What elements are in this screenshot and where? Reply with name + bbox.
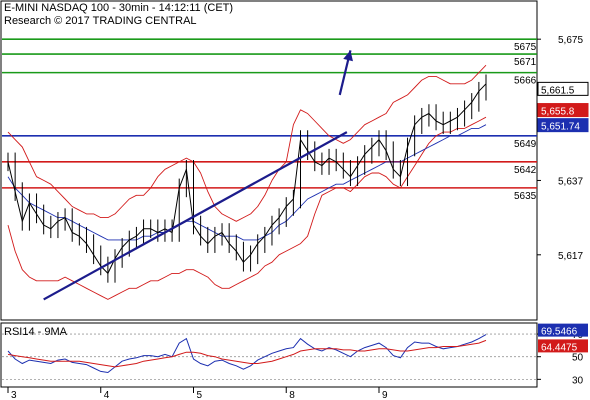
rsi-tick-label: 30	[572, 375, 584, 386]
bollinger-lower-line	[7, 116, 487, 300]
rsi-tick-label: 50	[572, 353, 584, 364]
chart-subtitle: Research © 2017 TRADING CENTRAL	[4, 15, 197, 27]
price-tag-box	[537, 81, 589, 96]
price-tag-label: 5,661.5	[541, 85, 575, 96]
time-tick-label: 4	[104, 390, 110, 400]
rsi-guide-lines	[2, 333, 537, 380]
price-tag-label: 5,655.8	[541, 107, 575, 118]
rsi-title: RSI14 - 9MA	[4, 326, 68, 338]
rsi-value-box	[538, 339, 588, 353]
level-label-5635: 5635	[514, 191, 537, 202]
price-axis: 5,675 5,637 5,617 5,661.5 5,655.8 5,651.74	[537, 35, 589, 262]
time-tick-label: 5	[196, 390, 202, 400]
rsi-series	[7, 334, 487, 374]
time-tick-label: 3	[11, 390, 17, 400]
time-tick-label: 9	[382, 390, 388, 400]
price-tick-label: 5,617	[558, 251, 583, 262]
level-label-5666: 5666	[514, 76, 537, 87]
price-close-line	[7, 83, 487, 274]
time-tick-label: 8	[289, 390, 295, 400]
price-series	[7, 64, 487, 300]
main-panel-frame	[0, 0, 538, 321]
price-tick-label: 5,675	[558, 35, 583, 46]
moving-average-line	[7, 124, 487, 241]
bollinger-upper-line	[7, 64, 487, 222]
level-label-5675: 5675	[514, 42, 537, 53]
rsi-value-label: 64.4475	[541, 342, 578, 353]
chart-annotations	[43, 50, 353, 301]
level-label-5649: 5649	[514, 139, 537, 150]
level-lines: 5675 5671 5666 5649 5642 5635	[2, 38, 537, 202]
time-axis: 3 4 5 8 9	[7, 387, 388, 400]
support-trendline	[43, 131, 348, 301]
level-label-5642: 5642	[514, 165, 537, 176]
rsi-value-label: 69.5466	[541, 327, 578, 338]
price-tag-label: 5,651.74	[541, 122, 580, 133]
level-label-5671: 5671	[514, 57, 537, 68]
forecast-arrow-head	[343, 50, 353, 62]
chart-title: E-MINI NASDAQ 100 - 30min - 14:12:11 (CE…	[4, 2, 233, 14]
rsi-line-rsi14	[7, 334, 487, 374]
main-panel: 5675 5671 5666 5649 5642 5635 5,675 5,637 5,617…	[0, 0, 589, 321]
rsi-line-9ma	[7, 339, 487, 368]
price-tag-box	[537, 103, 589, 118]
price-tick-label: 5,637	[558, 176, 583, 187]
rsi-value-box	[538, 323, 588, 337]
price-tag-box	[537, 118, 589, 133]
